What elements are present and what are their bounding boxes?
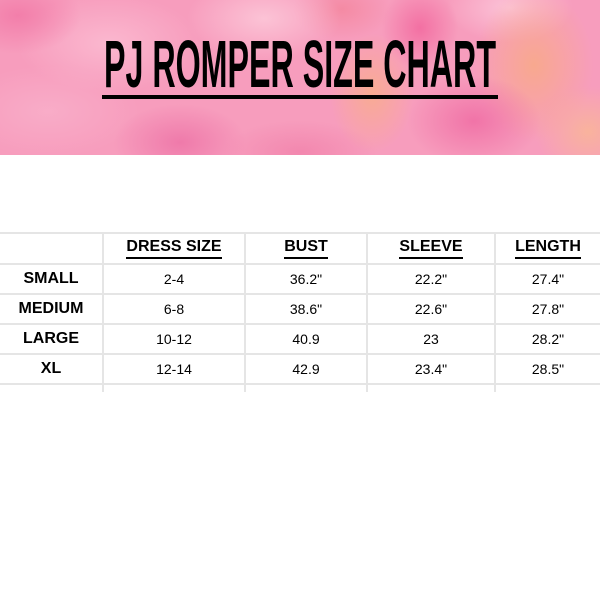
- table-row-small: SMALL 2-4 36.2" 22.2" 27.4": [0, 264, 600, 295]
- cropped-cell: [0, 384, 104, 392]
- row-label-large: LARGE: [0, 324, 104, 355]
- cell-large-sleeve: 23: [367, 324, 496, 355]
- cell-small-sleeve: 22.2": [367, 264, 496, 295]
- page-title-text: PJ ROMPER SIZE CHART: [104, 37, 496, 99]
- title-underline: [102, 95, 498, 99]
- cell-xl-sleeve: 23.4": [367, 354, 496, 385]
- cropped-empty-row: [0, 384, 600, 392]
- cell-xl-bust: 42.9: [245, 354, 368, 385]
- cropped-cell: [103, 384, 246, 392]
- column-header-bust-label: BUST: [284, 238, 328, 259]
- cell-medium-bust: 38.6": [245, 294, 368, 325]
- cell-medium-length: 27.8": [495, 294, 600, 325]
- cell-medium-sleeve: 22.6": [367, 294, 496, 325]
- column-header-sleeve-label: SLEEVE: [399, 238, 463, 259]
- cell-large-bust: 40.9: [245, 324, 368, 355]
- table-row-xl: XL 12-14 42.9 23.4" 28.5": [0, 354, 600, 385]
- column-header-bust: BUST: [245, 233, 368, 265]
- table-header-row: DRESS SIZE BUST SLEEVE LENGTH: [0, 233, 600, 265]
- cell-large-dress-size: 10-12: [103, 324, 246, 355]
- row-label-small: SMALL: [0, 264, 104, 295]
- cell-small-dress-size: 2-4: [103, 264, 246, 295]
- column-header-length-label: LENGTH: [515, 238, 581, 259]
- size-table-container: DRESS SIZE BUST SLEEVE LENGTH SMALL 2-4 …: [0, 232, 600, 392]
- column-header-dress-size: DRESS SIZE: [103, 233, 246, 265]
- cell-xl-dress-size: 12-14: [103, 354, 246, 385]
- column-header-dress-size-label: DRESS SIZE: [126, 238, 222, 259]
- table-row-medium: MEDIUM 6-8 38.6" 22.6" 27.8": [0, 294, 600, 325]
- row-label-xl: XL: [0, 354, 104, 385]
- cell-xl-length: 28.5": [495, 354, 600, 385]
- cell-small-bust: 36.2": [245, 264, 368, 295]
- size-chart-banner: PJ ROMPER SIZE CHART: [0, 0, 600, 155]
- cell-small-length: 27.4": [495, 264, 600, 295]
- cell-medium-dress-size: 6-8: [103, 294, 246, 325]
- table-row-large: LARGE 10-12 40.9 23 28.2": [0, 324, 600, 355]
- column-header-sleeve: SLEEVE: [367, 233, 496, 265]
- cropped-cell: [495, 384, 600, 392]
- cell-large-length: 28.2": [495, 324, 600, 355]
- corner-cell: [0, 233, 104, 265]
- row-label-medium: MEDIUM: [0, 294, 104, 325]
- size-chart-table: DRESS SIZE BUST SLEEVE LENGTH SMALL 2-4 …: [0, 232, 600, 392]
- page-title: PJ ROMPER SIZE CHART: [102, 37, 498, 99]
- column-header-length: LENGTH: [495, 233, 600, 265]
- cropped-cell: [245, 384, 368, 392]
- cropped-cell: [367, 384, 496, 392]
